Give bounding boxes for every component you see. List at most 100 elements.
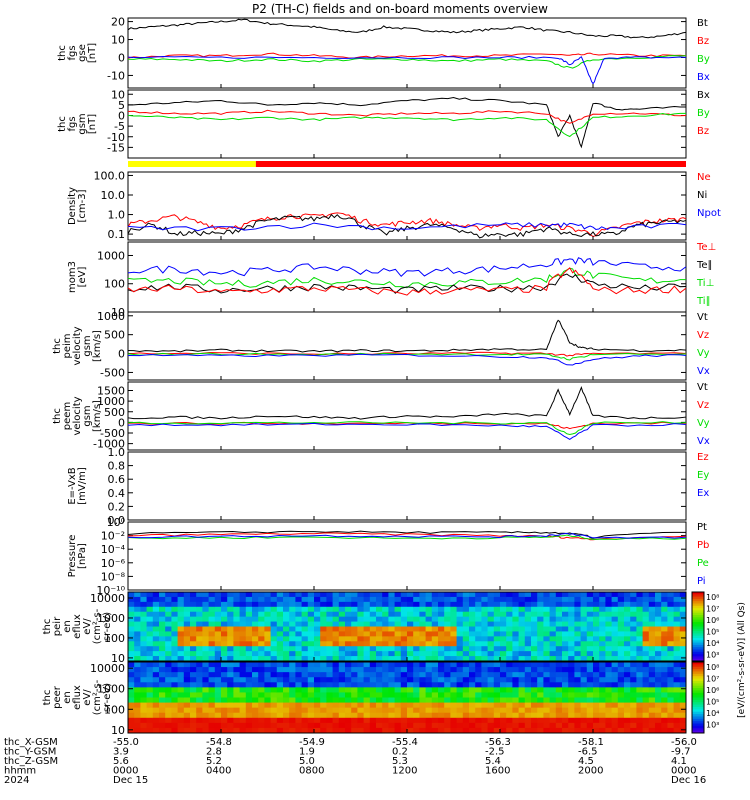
spectrogram-cell — [202, 651, 210, 657]
spectrogram-cell — [208, 596, 216, 603]
spectrogram-cell — [580, 712, 588, 719]
spectrogram-cell — [562, 687, 569, 693]
spectrogram-cell — [357, 692, 365, 698]
colorbar-cell — [692, 695, 704, 698]
spectrogram-cell — [146, 682, 154, 688]
spectrogram-cell — [301, 651, 309, 657]
spectrogram-cell — [388, 646, 396, 652]
spectrogram-cell — [214, 702, 222, 709]
spectrogram-cell — [264, 662, 272, 668]
spectrogram-cell — [438, 672, 445, 678]
spectrogram-cell — [555, 616, 563, 623]
spectrogram-cell — [661, 717, 668, 724]
spectrogram-cell — [202, 656, 210, 662]
spectrogram-cell — [369, 656, 377, 662]
spectrogram-cell — [295, 646, 303, 652]
spectrogram-cell — [388, 631, 396, 637]
spectrogram-cell — [307, 651, 315, 657]
spectrogram-cell — [252, 636, 259, 642]
spectrogram-cell — [221, 626, 228, 632]
spectrogram-cell — [276, 707, 284, 714]
spectrogram-cell — [376, 682, 383, 688]
spectrogram-cell — [369, 687, 377, 693]
spectrogram-cell — [450, 656, 458, 662]
spectrogram-cell — [326, 722, 334, 729]
spectrogram-cell — [475, 646, 482, 652]
colorbar-cell — [692, 723, 704, 727]
spectrogram-cell — [369, 606, 377, 613]
spectrogram-cell — [500, 606, 507, 613]
spectrogram-cell — [518, 656, 526, 662]
spectrogram-cell — [270, 601, 278, 608]
colorbar-cell — [692, 608, 704, 611]
spectrogram-cell — [376, 662, 383, 668]
spectrogram-cell — [171, 596, 179, 603]
spectrogram-cell — [357, 621, 365, 627]
spectrogram-cell — [258, 641, 265, 647]
spectrogram-cell — [450, 677, 458, 683]
legend-entry: By — [697, 108, 710, 119]
spectrogram-cell — [500, 667, 507, 673]
spectrogram-cell — [345, 662, 352, 668]
spectrogram-cell — [642, 677, 650, 683]
spectrogram-cell — [580, 682, 588, 688]
spectrogram-cell — [208, 656, 216, 662]
spectrogram-cell — [500, 611, 507, 618]
spectrogram-cell — [252, 707, 259, 714]
spectrogram-cell — [307, 596, 315, 603]
spectrogram-cell — [388, 616, 396, 623]
spectrogram-cell — [456, 641, 464, 647]
spectrogram-cell — [611, 592, 619, 598]
spectrogram-cell — [326, 621, 334, 627]
series-density-1 — [127, 213, 687, 239]
spectrogram-cell — [171, 662, 179, 668]
spectrogram-cell — [518, 631, 526, 637]
spectrogram-cell — [283, 712, 290, 719]
spectrogram-cell — [152, 727, 160, 734]
spectrogram-cell — [419, 626, 427, 632]
spectrogram-cell — [128, 662, 135, 668]
spectrogram-cell — [506, 636, 513, 642]
spectrogram-cell — [481, 621, 489, 627]
spectrogram-cell — [270, 687, 278, 693]
spectrogram-cell — [568, 616, 575, 623]
spectrogram-cell — [469, 626, 476, 632]
spectrogram-cell — [586, 697, 594, 704]
spectrogram-cell — [679, 596, 687, 603]
spectrogram-cell — [655, 631, 662, 637]
spectrogram-cell — [252, 697, 259, 704]
spectrogram-cell — [140, 677, 148, 683]
spectrogram-cell — [593, 621, 600, 627]
spectrogram-cell — [431, 596, 439, 603]
spectrogram-cell — [252, 687, 259, 693]
spectrogram-cell — [159, 712, 166, 719]
spectrogram-cell — [617, 626, 625, 632]
spectrogram-cell — [388, 697, 396, 704]
spectrogram-cell — [165, 646, 172, 652]
spectrogram-cell — [419, 727, 427, 734]
spectrogram-cell — [159, 656, 166, 662]
spectrogram-cell — [332, 651, 340, 657]
spectrogram-cell — [679, 727, 687, 734]
spectrogram-cell — [400, 682, 408, 688]
spectrogram-cell — [481, 641, 489, 647]
spectrogram-cell — [617, 636, 625, 642]
spectrogram-cell — [140, 702, 148, 709]
spectrogram-cell — [326, 611, 334, 618]
spectrogram-cell — [667, 727, 675, 734]
spectrogram-cell — [487, 651, 495, 657]
spectrogram-cell — [400, 692, 408, 698]
spectrogram-cell — [357, 626, 365, 632]
spectrogram-cell — [524, 727, 532, 734]
spectrogram-cell — [165, 636, 172, 642]
spectrogram-cell — [363, 656, 371, 662]
spectrogram-cell — [450, 697, 458, 704]
xaxis-row-value: 1200 — [392, 766, 417, 777]
spectrogram-cell — [351, 611, 358, 618]
spectrogram-cell — [611, 621, 619, 627]
spectrogram-cell — [469, 641, 476, 647]
spectrogram-cell — [586, 672, 594, 678]
spectrogram-cell — [183, 707, 191, 714]
spectrogram-cell — [332, 601, 340, 608]
spectrogram-cell — [624, 596, 631, 603]
